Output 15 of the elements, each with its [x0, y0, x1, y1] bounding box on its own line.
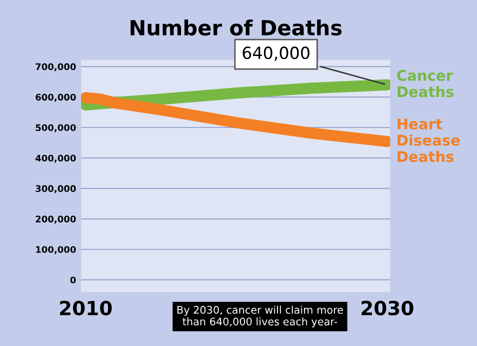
y-tick-label: 400,000 [36, 154, 76, 163]
y-tick-label: 100,000 [36, 246, 76, 254]
text: By 2030, cancer will claim more than 640,000 lives each year- [177, 306, 343, 328]
y-tick-label: 500,000 [36, 124, 76, 132]
y-tick-label: 600,000 [36, 94, 76, 102]
y-tick-label: 0 [70, 276, 76, 284]
chart-title: Number of Deaths [130, 19, 342, 36]
series-label: Heart Disease Deaths [398, 118, 460, 162]
y-tick-label: 700,000 [36, 63, 76, 72]
y-tick-label: 200,000 [36, 216, 76, 224]
x-tick-label: 2010 [60, 300, 112, 316]
y-tick-label: 300,000 [36, 185, 76, 194]
x-tick-label: 2030 [362, 300, 414, 316]
series-label: Cancer Deaths [397, 70, 454, 98]
annotation: 640,000 [242, 46, 310, 61]
